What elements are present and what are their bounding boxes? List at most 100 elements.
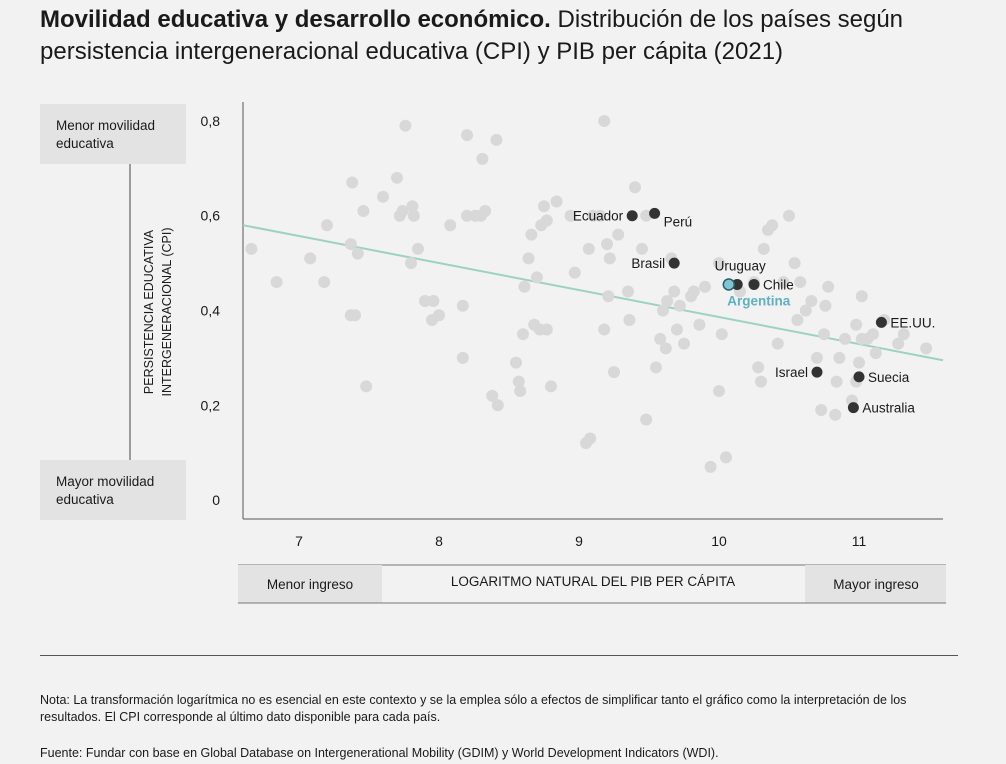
- data-point: [419, 295, 431, 308]
- data-point: [668, 285, 681, 298]
- data-point: [344, 238, 357, 251]
- data-point: [777, 276, 790, 289]
- data-point: [405, 257, 417, 270]
- source-note: Fuente: Fundar con base en Global Databa…: [40, 746, 719, 760]
- data-point: [427, 295, 440, 308]
- data-point: [867, 328, 879, 341]
- data-point: [518, 280, 531, 293]
- data-point: [318, 276, 331, 289]
- data-point: [671, 323, 683, 336]
- data-point: [853, 356, 865, 369]
- x-tick-label: 10: [711, 533, 727, 549]
- x-left-label: Menor ingreso: [267, 577, 353, 592]
- x-right-label-box: [805, 565, 946, 603]
- data-point: [673, 299, 686, 312]
- data-point: [815, 404, 828, 417]
- y-bottom-label-line1: Mayor movilidad: [56, 474, 154, 489]
- y-tick-label: 0: [212, 492, 220, 508]
- data-point: [479, 204, 492, 217]
- data-point: [393, 209, 406, 222]
- x-right-label: Mayor ingreso: [833, 577, 919, 592]
- data-point: [461, 129, 473, 142]
- data-point: [757, 242, 770, 255]
- data-point: [603, 252, 616, 265]
- data-point: [892, 337, 905, 350]
- data-point: [391, 171, 403, 184]
- data-point: [650, 361, 662, 374]
- label-brasil: Brasil: [631, 256, 665, 271]
- data-point: [612, 228, 625, 241]
- data-point: [512, 375, 525, 388]
- data-point: [833, 351, 846, 364]
- label-australia: Australia: [862, 401, 915, 416]
- data-point: [245, 242, 258, 255]
- data-point: [568, 266, 581, 279]
- data-point: [490, 133, 503, 146]
- y-axis-title-line2: INTERGENERACIONAL (CPI): [160, 227, 174, 396]
- data-point: [869, 347, 882, 360]
- data-point: [819, 299, 832, 312]
- y-bottom-label-box: [40, 460, 186, 520]
- data-point: [608, 366, 620, 379]
- data-point: [514, 385, 527, 398]
- data-point: [456, 299, 469, 312]
- data-point: [699, 280, 711, 293]
- data-point: [531, 271, 543, 284]
- data-point: [270, 276, 283, 289]
- point-argentina: [722, 278, 736, 291]
- point-chile: [748, 278, 760, 290]
- data-point: [598, 323, 611, 336]
- data-point: [540, 214, 553, 227]
- x-tick-label: 9: [575, 533, 583, 549]
- data-point: [850, 318, 863, 331]
- data-point: [752, 361, 765, 374]
- point-brasil: [668, 257, 680, 269]
- label-ee-uu: EE.UU.: [890, 315, 935, 330]
- data-point: [713, 385, 725, 398]
- data-point: [818, 328, 830, 341]
- data-point: [550, 195, 563, 208]
- data-point: [766, 219, 779, 232]
- data-point: [598, 114, 611, 127]
- point-australia: [847, 402, 859, 414]
- data-point: [811, 351, 823, 364]
- data-point: [791, 313, 804, 326]
- data-point: [839, 332, 851, 345]
- data-point: [377, 190, 389, 203]
- data-point: [794, 276, 807, 289]
- y-top-label-box: [40, 104, 186, 164]
- data-point: [897, 328, 910, 341]
- data-point: [486, 389, 499, 402]
- point-suecia: [853, 371, 865, 383]
- data-point: [407, 209, 420, 222]
- chart-title-rest: Distribución de los países según persist…: [40, 6, 904, 65]
- data-point: [601, 238, 613, 251]
- data-point: [636, 242, 648, 255]
- data-point: [602, 290, 615, 303]
- data-point: [640, 413, 653, 426]
- data-point: [517, 328, 529, 341]
- data-point: [360, 380, 373, 393]
- data-point: [622, 285, 634, 298]
- data-point: [713, 257, 725, 270]
- data-point: [321, 219, 333, 232]
- data-point: [349, 309, 361, 322]
- x-tick-label: 11: [852, 533, 867, 549]
- data-point: [805, 295, 818, 308]
- data-point: [491, 399, 504, 412]
- y-bottom-label-line2: educativa: [56, 492, 114, 507]
- point-israel: [811, 366, 823, 378]
- data-point: [540, 323, 553, 336]
- data-point: [654, 332, 667, 345]
- data-point: [822, 280, 835, 293]
- data-point: [444, 219, 457, 232]
- data-point: [678, 337, 690, 350]
- data-point: [829, 408, 842, 421]
- data-point: [659, 342, 672, 355]
- scatter-chart: Menor movilidad educativa Mayor movilida…: [40, 102, 946, 604]
- data-point: [510, 356, 522, 369]
- point-uruguay: [731, 278, 743, 290]
- data-point: [545, 380, 557, 393]
- data-point: [629, 181, 641, 194]
- data-point: [594, 209, 606, 222]
